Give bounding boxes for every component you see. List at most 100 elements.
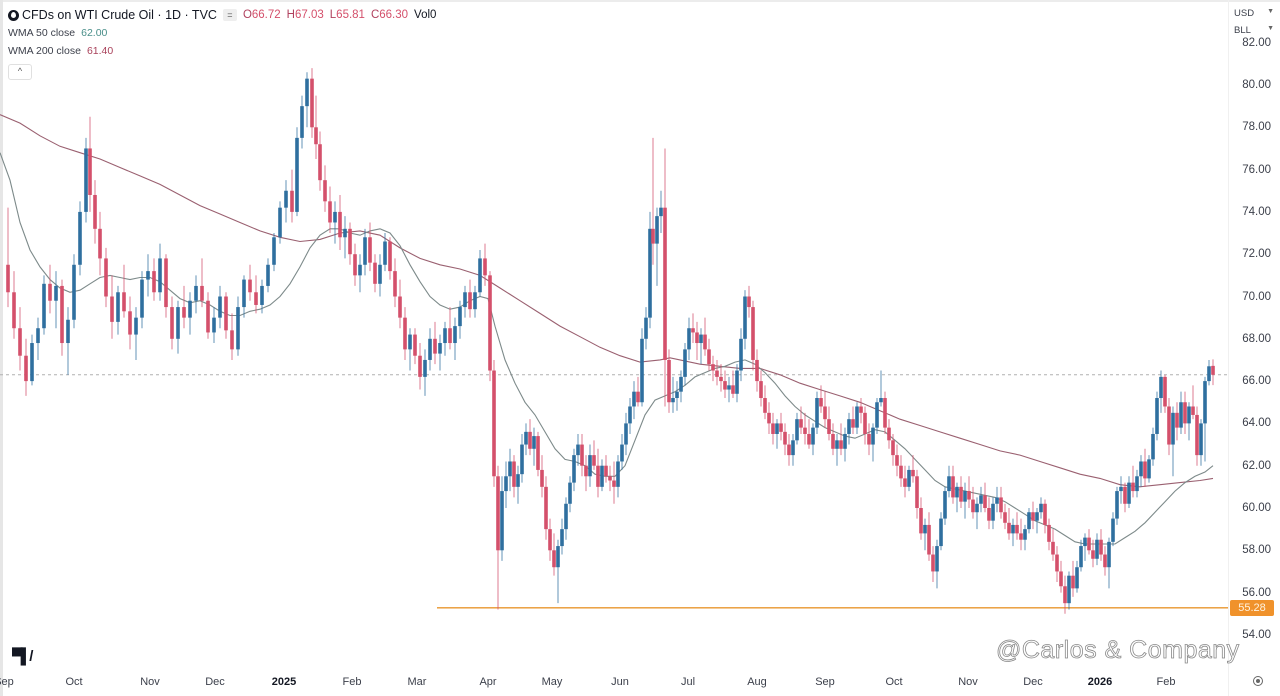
candle-body [659, 207, 663, 217]
candle-body [254, 292, 258, 305]
candle-body [12, 292, 16, 329]
candle-body [927, 524, 931, 555]
candle-body [636, 391, 640, 403]
candle-body [1199, 423, 1203, 456]
candle-body [895, 455, 899, 466]
candle-body [1203, 381, 1207, 424]
candle-body [991, 503, 995, 521]
candle-body [60, 285, 64, 344]
candle-body [648, 228, 652, 318]
candle-body [771, 423, 775, 434]
candle-body [939, 518, 943, 547]
candle-body [847, 419, 851, 434]
candle-body [1003, 512, 1007, 523]
candle-body [300, 106, 304, 138]
candle-body [305, 78, 309, 107]
price-axis[interactable]: 82.00 80.00 78.00 76.00 74.00 72.00 70.00 68.00… [1228, 0, 1280, 696]
price-tick: 56.00 [1242, 586, 1271, 599]
candle-body [867, 433, 871, 445]
candle-body [640, 338, 644, 403]
candle-body [1091, 550, 1095, 559]
time-tick: Mar [407, 676, 427, 688]
candle-body [540, 469, 544, 487]
candle-body [923, 524, 927, 534]
time-tick: Oct [885, 676, 903, 688]
candle-body [691, 328, 695, 333]
candle-body [935, 546, 939, 572]
candle-body [104, 258, 108, 297]
tradingview-logo[interactable]: ▀▌/ [12, 648, 33, 665]
candle-body [759, 381, 763, 399]
price-tick: 80.00 [1242, 79, 1271, 91]
candle-body [687, 328, 691, 350]
compare-equals-button[interactable]: = [222, 9, 237, 21]
candle-body [224, 296, 228, 331]
candle-body [36, 328, 40, 344]
candle-body [333, 211, 337, 223]
candle-body [1007, 522, 1011, 534]
candle-body [887, 427, 891, 441]
time-tick: Feb [342, 676, 362, 688]
candle-body [1183, 402, 1187, 424]
candle-body [458, 307, 462, 327]
candle-body [831, 433, 835, 449]
candle-body [1019, 533, 1023, 540]
candle-body [556, 546, 560, 568]
candle-body [200, 285, 204, 301]
candle-body [478, 258, 482, 293]
unit-selector[interactable]: BLL ▼ [1234, 25, 1274, 36]
support-price-label: 55.28 [1230, 600, 1274, 616]
candle-body [78, 211, 82, 265]
price-tick: 58.00 [1242, 544, 1271, 557]
collapse-legend-button[interactable]: ^ [8, 64, 32, 80]
candle-body [146, 271, 150, 280]
candle-body [1211, 365, 1215, 375]
settings-icon[interactable] [1253, 676, 1263, 686]
candle-body [1107, 541, 1111, 568]
chevron-down-icon: ▼ [1267, 25, 1274, 32]
time-tick: Jun [611, 676, 629, 688]
candle-body [323, 180, 327, 202]
candle-body [839, 440, 843, 449]
candle-body [1023, 529, 1027, 540]
watermark: @Carlos & Company [996, 636, 1240, 665]
candle-body [488, 275, 492, 371]
candle-body [1163, 376, 1167, 407]
candle-body [879, 398, 883, 403]
candle-body [620, 444, 624, 462]
candle-body [1139, 461, 1143, 477]
price-tick: 66.00 [1242, 375, 1271, 388]
candle-body [6, 264, 10, 293]
candle-body [871, 427, 875, 445]
time-axis[interactable]: Sep Oct Nov Dec 2025 Feb Mar Apr May Jun Jul Aug Sep… [0, 672, 1228, 696]
candle-body [140, 279, 144, 318]
candlestick-chart[interactable] [0, 0, 1228, 672]
indicator-wma200[interactable]: WMA 200 close 61.40 [8, 45, 114, 57]
candle-body [799, 419, 803, 428]
candle-body [855, 406, 859, 428]
currency-selector[interactable]: USD ▼ [1234, 8, 1274, 19]
candle-body [403, 317, 407, 350]
candle-body [383, 241, 387, 265]
candle-body [272, 237, 276, 265]
candle-body [731, 385, 735, 394]
candle-body [943, 491, 947, 519]
candle-body [779, 423, 783, 432]
candle-body [194, 285, 198, 301]
candle-body [795, 419, 799, 441]
candle-body [911, 469, 915, 477]
candle-body [473, 292, 477, 310]
candle-body [703, 334, 707, 350]
candle-body [823, 406, 827, 420]
price-tick: 72.00 [1242, 248, 1271, 261]
indicator-wma50[interactable]: WMA 50 close 62.00 [8, 27, 108, 39]
price-tick: 76.00 [1242, 163, 1271, 176]
candle-body [747, 296, 751, 308]
symbol-title[interactable]: CFDs on WTI Crude Oil · 1D · TVC [22, 8, 217, 22]
candle-body [987, 508, 991, 521]
price-tick: 62.00 [1242, 459, 1271, 472]
candle-body [1047, 524, 1051, 542]
candle-body [84, 148, 88, 212]
time-tick: Aug [747, 676, 767, 688]
time-tick: Dec [205, 676, 225, 688]
